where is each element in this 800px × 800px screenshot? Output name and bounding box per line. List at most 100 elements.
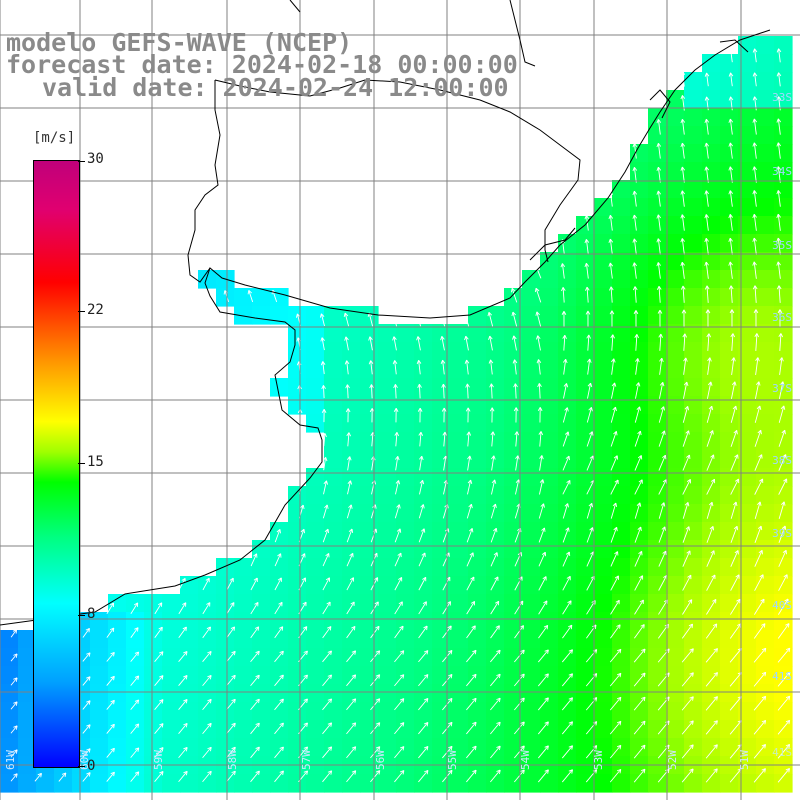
wind-arrow <box>561 311 567 327</box>
wind-cell <box>216 558 235 577</box>
wind-arrow <box>587 382 593 399</box>
wind-cell <box>306 396 325 415</box>
wind-cell <box>738 162 757 181</box>
wind-arrow <box>178 626 187 639</box>
wind-cell <box>576 540 595 559</box>
wind-arrow <box>394 552 402 567</box>
wind-cell <box>252 630 271 649</box>
wind-cell <box>342 540 361 559</box>
wind-cell <box>648 378 667 397</box>
wind-cell <box>702 648 721 667</box>
wind-cell <box>414 774 433 793</box>
wind-cell <box>540 288 559 307</box>
latitude-label: 37S <box>772 382 792 395</box>
wind-arrow <box>632 190 638 207</box>
wind-arrow <box>370 770 381 783</box>
wind-cell <box>486 720 505 739</box>
wind-cell <box>684 378 703 397</box>
wind-cell <box>684 414 703 433</box>
wind-cell <box>594 324 613 343</box>
wind-arrow <box>250 650 260 663</box>
wind-arrow <box>154 675 164 686</box>
wind-cell <box>558 306 577 325</box>
wind-arrow <box>346 746 357 759</box>
wind-cell <box>468 738 487 757</box>
wind-arrow <box>585 286 590 303</box>
wind-cell <box>666 738 685 757</box>
wind-arrow <box>250 553 258 567</box>
wind-arrow <box>416 360 422 375</box>
wind-cell <box>612 288 631 307</box>
wind-arrow <box>752 72 758 87</box>
wind-cell <box>648 540 667 559</box>
wind-cell <box>288 486 307 505</box>
wind-cell <box>198 630 217 649</box>
wind-cell <box>720 54 739 73</box>
wind-cell <box>666 234 685 253</box>
wind-arrow <box>659 382 665 399</box>
wind-cell <box>486 324 505 343</box>
wind-cell <box>594 378 613 397</box>
wind-arrow <box>395 456 400 471</box>
wind-cell <box>18 666 37 685</box>
wind-arrow <box>656 190 662 207</box>
wind-cell <box>594 252 613 271</box>
wind-arrow <box>490 552 498 567</box>
wind-cell <box>774 36 793 55</box>
wind-cell <box>396 558 415 577</box>
wind-cell <box>756 720 775 739</box>
wind-arrow <box>392 336 397 351</box>
wind-cell <box>18 720 37 739</box>
wind-arrow <box>586 407 593 423</box>
wind-arrow <box>320 361 326 375</box>
wind-cell <box>180 594 199 613</box>
wind-arrow <box>274 529 281 543</box>
wind-arrow <box>202 602 211 615</box>
wind-arrow <box>322 528 330 543</box>
wind-arrow <box>178 698 188 711</box>
wind-cell <box>234 576 253 595</box>
wind-cell <box>342 702 361 721</box>
wind-arrow <box>753 695 767 711</box>
wind-cell <box>306 540 325 559</box>
wind-cell <box>90 702 109 721</box>
wind-cell <box>90 630 109 649</box>
wind-arrow <box>466 697 477 711</box>
wind-cell <box>612 432 631 451</box>
wind-arrow <box>778 381 785 399</box>
wind-arrow <box>728 190 733 207</box>
wind-cell <box>612 180 631 199</box>
wind-cell <box>756 630 775 649</box>
wind-cell <box>324 522 343 541</box>
wind-cell <box>594 594 613 613</box>
wind-cell <box>198 270 217 289</box>
wind-cell <box>630 540 649 559</box>
wind-cell <box>252 684 271 703</box>
wind-arrow <box>394 770 405 783</box>
wind-cell <box>702 702 721 721</box>
wind-cell <box>666 198 685 217</box>
wind-cell <box>666 216 685 235</box>
wind-arrow <box>656 166 662 183</box>
wind-cell <box>180 612 199 631</box>
wind-arrow <box>343 312 350 327</box>
wind-cell <box>432 396 451 415</box>
wind-arrow <box>778 549 787 567</box>
wind-cell <box>360 450 379 469</box>
wind-cell <box>738 306 757 325</box>
longitude-label: 58W <box>226 750 239 770</box>
wind-cell <box>432 558 451 577</box>
wind-cell <box>396 720 415 739</box>
wind-cell <box>720 306 739 325</box>
wind-arrow <box>34 772 42 782</box>
wind-cell <box>414 720 433 739</box>
wind-cell <box>558 720 577 739</box>
wind-cell <box>738 324 757 343</box>
wind-cell <box>324 486 343 505</box>
wind-cell <box>666 540 685 559</box>
wind-cell <box>558 270 577 289</box>
wind-cell <box>648 342 667 361</box>
latitude-label: 34S <box>772 165 792 178</box>
wind-cell <box>684 288 703 307</box>
